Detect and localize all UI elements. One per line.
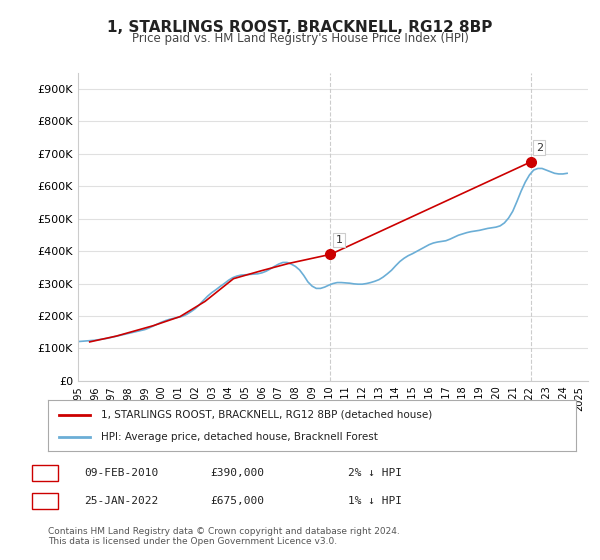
Text: £675,000: £675,000 [210, 496, 264, 506]
Text: 25-JAN-2022: 25-JAN-2022 [84, 496, 158, 506]
Text: 1: 1 [41, 468, 49, 478]
Text: HPI: Average price, detached house, Bracknell Forest: HPI: Average price, detached house, Brac… [101, 432, 377, 442]
Text: £390,000: £390,000 [210, 468, 264, 478]
Text: 2% ↓ HPI: 2% ↓ HPI [348, 468, 402, 478]
Text: 09-FEB-2010: 09-FEB-2010 [84, 468, 158, 478]
Text: 1% ↓ HPI: 1% ↓ HPI [348, 496, 402, 506]
Text: 2: 2 [536, 143, 543, 153]
Text: Price paid vs. HM Land Registry's House Price Index (HPI): Price paid vs. HM Land Registry's House … [131, 32, 469, 45]
Text: 1, STARLINGS ROOST, BRACKNELL, RG12 8BP (detached house): 1, STARLINGS ROOST, BRACKNELL, RG12 8BP … [101, 409, 432, 419]
Text: 2: 2 [41, 496, 49, 506]
Text: 1, STARLINGS ROOST, BRACKNELL, RG12 8BP: 1, STARLINGS ROOST, BRACKNELL, RG12 8BP [107, 20, 493, 35]
Text: 1: 1 [335, 235, 343, 245]
Text: Contains HM Land Registry data © Crown copyright and database right 2024.
This d: Contains HM Land Registry data © Crown c… [48, 526, 400, 546]
